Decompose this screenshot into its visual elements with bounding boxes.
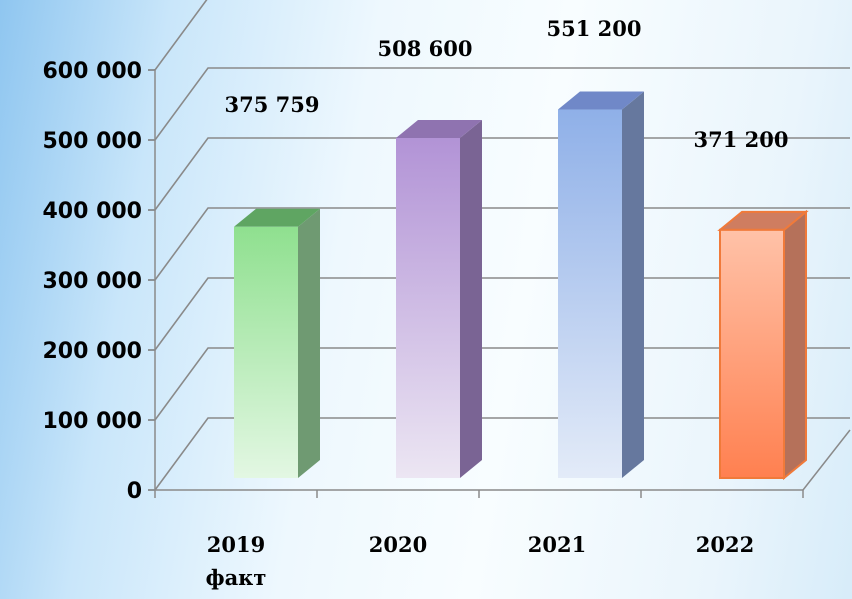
bar bbox=[717, 209, 809, 481]
y-tick-label: 500 000 bbox=[42, 129, 142, 154]
chart-bars bbox=[234, 91, 809, 481]
chart-axes bbox=[148, 69, 851, 498]
bar-front bbox=[396, 138, 460, 478]
x-tick-label: 2021 bbox=[528, 532, 586, 557]
y-tick-label: 400 000 bbox=[42, 199, 142, 224]
gridline bbox=[154, 0, 208, 71]
bar bbox=[558, 91, 644, 478]
y-tick-label: 200 000 bbox=[42, 339, 142, 364]
x-tick-label: 2022 bbox=[696, 532, 754, 557]
data-label: 375 759 bbox=[225, 92, 320, 117]
bar-front bbox=[558, 109, 622, 478]
y-tick-label: 300 000 bbox=[42, 269, 142, 294]
bar bbox=[234, 208, 320, 478]
bar-front bbox=[234, 226, 298, 478]
data-label: 508 600 bbox=[378, 36, 473, 61]
bar bbox=[396, 120, 482, 478]
y-tick-label: 0 bbox=[127, 479, 142, 504]
bar-side bbox=[298, 208, 320, 478]
data-label: 551 200 bbox=[547, 16, 642, 41]
bar-top bbox=[396, 120, 482, 139]
bar-side bbox=[622, 91, 644, 478]
bar-top bbox=[558, 91, 644, 110]
bar-top bbox=[234, 208, 320, 227]
x-tick-label: факт bbox=[206, 565, 267, 590]
floor-edge bbox=[802, 429, 851, 491]
y-tick-label: 600 000 bbox=[42, 59, 142, 84]
x-tick-label: 2020 bbox=[369, 532, 427, 557]
data-label: 371 200 bbox=[694, 127, 789, 152]
y-tick-label: 100 000 bbox=[42, 409, 142, 434]
bar-side bbox=[460, 120, 482, 478]
gridline bbox=[154, 67, 850, 141]
x-tick-label: 2019 bbox=[207, 532, 265, 557]
bar-front bbox=[719, 228, 785, 479]
bar-side bbox=[783, 209, 807, 481]
chart-labels: 0 100 000 200 000 300 000 400 000 500 000 600 … bbox=[42, 16, 788, 590]
